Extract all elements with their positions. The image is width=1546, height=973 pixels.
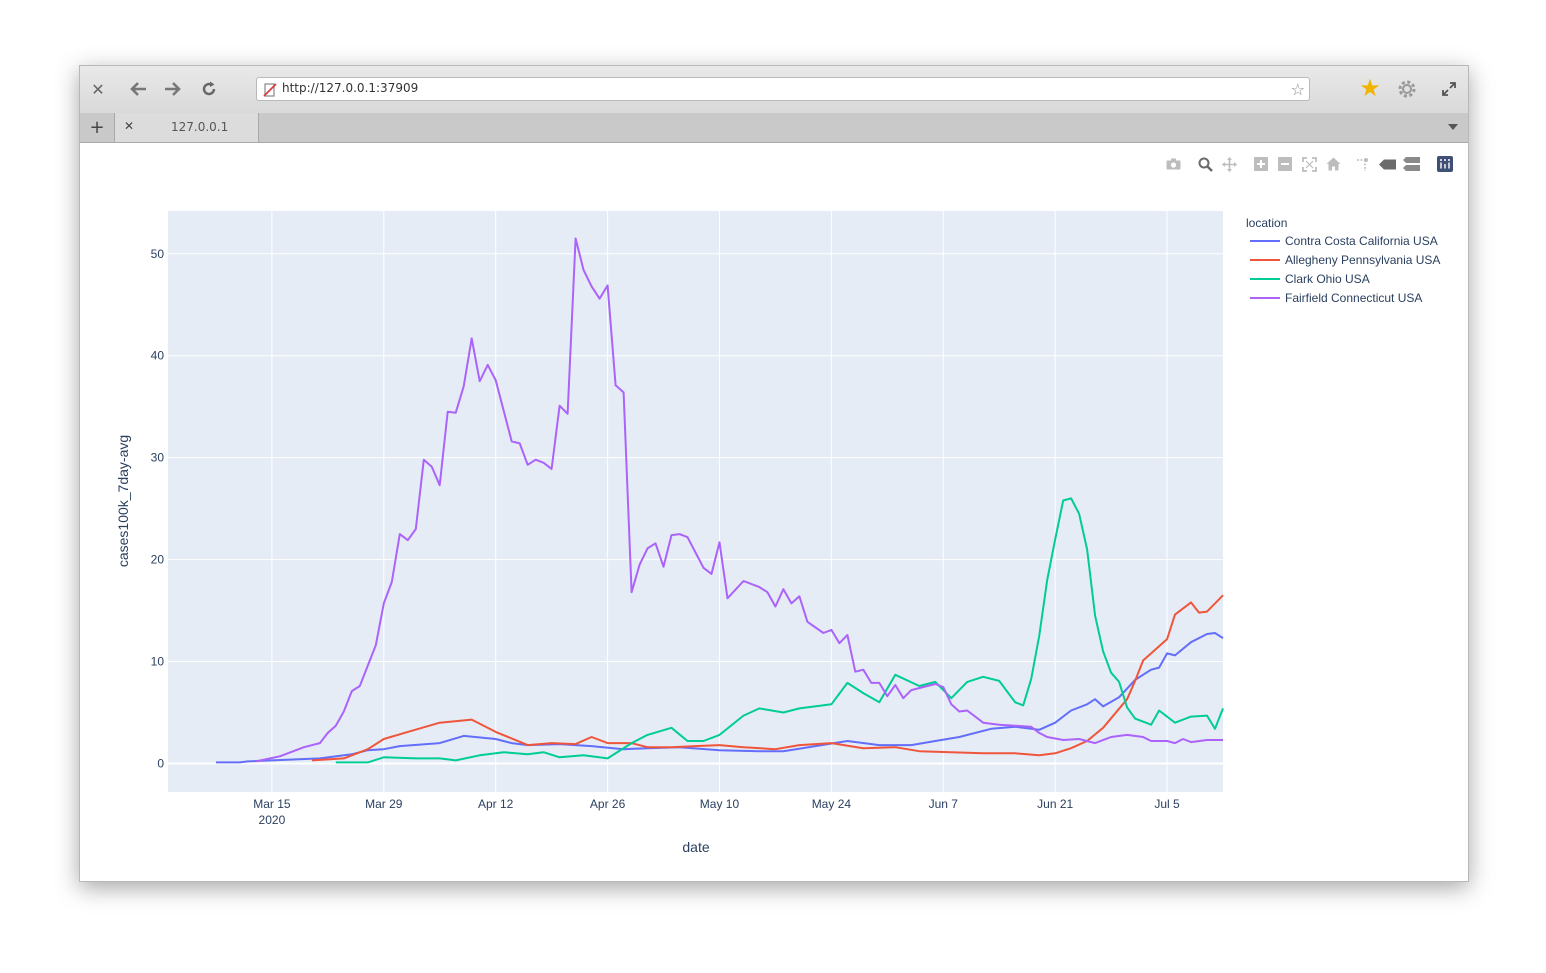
legend-item-label[interactable]: Contra Costa California USA xyxy=(1285,234,1438,248)
spike-lines-icon[interactable] xyxy=(1354,155,1372,173)
x-tick-label: May 24 xyxy=(812,797,852,811)
legend-item-label[interactable]: Clark Ohio USA xyxy=(1285,272,1370,286)
line-chart[interactable]: Mar 15 2020 Mar 29 Apr 12 Apr 26 May 10 May 24… xyxy=(80,143,1468,881)
back-icon[interactable] xyxy=(126,76,152,102)
reset-axes-icon[interactable] xyxy=(1324,155,1342,173)
reload-icon[interactable] xyxy=(196,76,222,102)
plotly-modebar xyxy=(1164,155,1454,173)
x-tick-label: Mar 15 xyxy=(253,797,291,811)
plot-background xyxy=(168,211,1223,792)
x-tick-label: Mar 29 xyxy=(365,797,403,811)
x-tick-label: Apr 26 xyxy=(590,797,626,811)
x-tick-label: Jul 5 xyxy=(1154,797,1180,811)
hover-closest-icon[interactable] xyxy=(1378,155,1396,173)
page-content: Mar 15 2020 Mar 29 Apr 12 Apr 26 May 10 May 24… xyxy=(80,143,1468,881)
gridlines xyxy=(168,211,1223,792)
legend-item-label[interactable]: Allegheny Pennsylvania USA xyxy=(1285,253,1440,267)
series-line[interactable] xyxy=(216,632,1224,764)
x-tick-label: Jun 7 xyxy=(929,797,959,811)
url-text: http://127.0.0.1:37909 xyxy=(282,81,419,95)
series-line[interactable] xyxy=(311,594,1224,762)
series-line[interactable] xyxy=(335,497,1224,764)
y-tick-label: 10 xyxy=(151,655,165,669)
y-tick-label: 40 xyxy=(151,349,165,363)
browser-window: ✕ http://127.0.0.1:37909 ☆ ★ + ✕ 127.0 xyxy=(79,65,1469,882)
autoscale-icon[interactable] xyxy=(1300,155,1318,173)
camera-icon[interactable] xyxy=(1164,155,1182,173)
y-tick-label: 30 xyxy=(151,451,165,465)
zoom-in-icon[interactable] xyxy=(1252,155,1270,173)
x-axis-ticks: Mar 15 2020 Mar 29 Apr 12 Apr 26 May 10 May 24… xyxy=(253,797,1180,827)
y-tick-label: 0 xyxy=(157,756,164,770)
x-tick-label: May 10 xyxy=(700,797,740,811)
y-tick-label: 20 xyxy=(151,553,165,567)
legend-title: location xyxy=(1246,216,1287,230)
x-tick-label: Jun 21 xyxy=(1037,797,1073,811)
fullscreen-icon[interactable] xyxy=(1436,76,1462,102)
tab-title: 127.0.0.1 xyxy=(171,120,229,134)
y-tick-label: 50 xyxy=(151,247,165,261)
zoom-icon[interactable] xyxy=(1196,155,1214,173)
bookmark-star-icon[interactable]: ☆ xyxy=(1290,80,1305,99)
browser-toolbar: ✕ http://127.0.0.1:37909 ☆ ★ xyxy=(80,66,1468,114)
settings-gear-icon[interactable] xyxy=(1394,76,1420,102)
y-axis-ticks: 0 10 20 30 40 50 xyxy=(151,247,165,771)
hover-compare-icon[interactable] xyxy=(1402,155,1420,173)
y-axis-title: cases100k_7day-avg xyxy=(115,435,131,567)
x-axis-title: date xyxy=(682,839,709,855)
favorites-star-icon[interactable]: ★ xyxy=(1359,74,1381,102)
x-tick-sublabel: 2020 xyxy=(259,813,286,827)
pan-icon[interactable] xyxy=(1220,155,1238,173)
series-lines[interactable] xyxy=(216,237,1224,764)
tab-close-icon[interactable]: ✕ xyxy=(124,119,135,133)
tab-menu-icon[interactable] xyxy=(1448,124,1458,130)
zoom-out-icon[interactable] xyxy=(1276,155,1294,173)
x-tick-label: Apr 12 xyxy=(478,797,514,811)
close-icon[interactable]: ✕ xyxy=(91,79,105,99)
legend-item-label[interactable]: Fairfield Connecticut USA xyxy=(1285,291,1422,305)
series-line[interactable] xyxy=(255,237,1223,763)
address-bar[interactable]: http://127.0.0.1:37909 ☆ xyxy=(256,77,1310,101)
new-tab-icon[interactable]: + xyxy=(89,116,105,138)
insecure-icon xyxy=(263,82,277,101)
legend[interactable]: Contra Costa California USA Allegheny Pen… xyxy=(1250,234,1440,305)
forward-icon[interactable] xyxy=(159,76,185,102)
tab-active[interactable]: ✕ 127.0.0.1 xyxy=(114,113,259,142)
tab-bar: + ✕ 127.0.0.1 xyxy=(80,113,1468,143)
plotly-logo-icon[interactable] xyxy=(1436,155,1454,173)
